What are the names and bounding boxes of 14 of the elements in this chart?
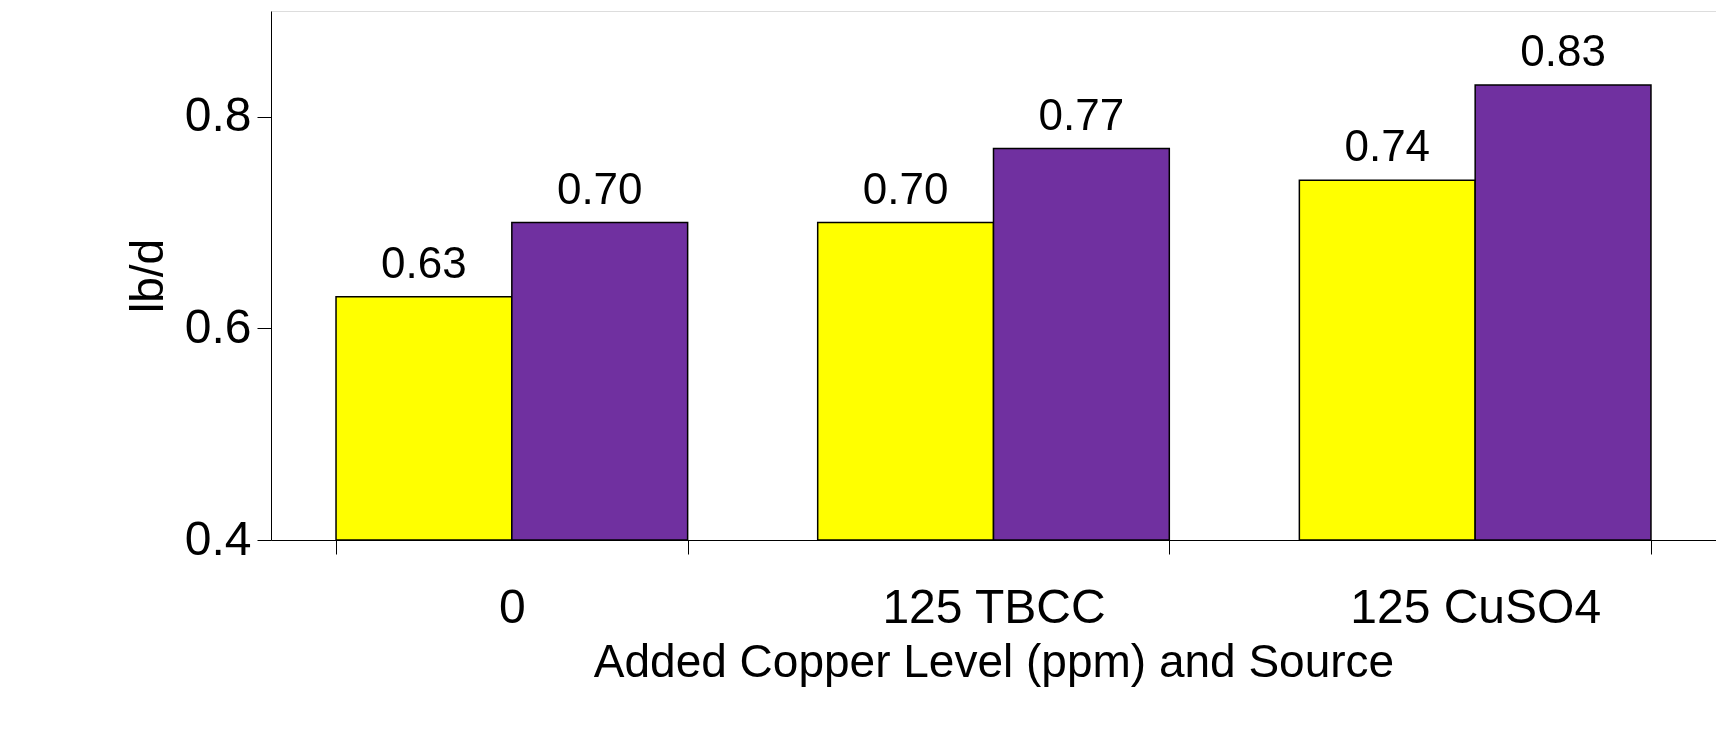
data-label: 0.63 bbox=[381, 237, 467, 287]
data-label: 0.70 bbox=[862, 163, 949, 213]
data-label: 0.83 bbox=[1520, 26, 1606, 76]
y-axis-title: lb/d bbox=[120, 238, 173, 314]
x-axis-title: Added Copper Level (ppm) and Source bbox=[593, 634, 1395, 687]
y-tick-label: 0.8 bbox=[184, 88, 252, 142]
x-tick-label: 125 CuSO4 bbox=[1350, 579, 1602, 633]
data-label: 0.77 bbox=[1038, 89, 1125, 139]
data-label: 0.70 bbox=[556, 163, 643, 213]
x-tick-label: 125 TBCC bbox=[882, 579, 1106, 633]
data-label: 0.74 bbox=[1344, 121, 1431, 171]
y-tick-label: 0.4 bbox=[184, 511, 252, 565]
y-tick-label: 0.6 bbox=[184, 299, 252, 353]
x-tick-label: 0 bbox=[498, 579, 526, 633]
